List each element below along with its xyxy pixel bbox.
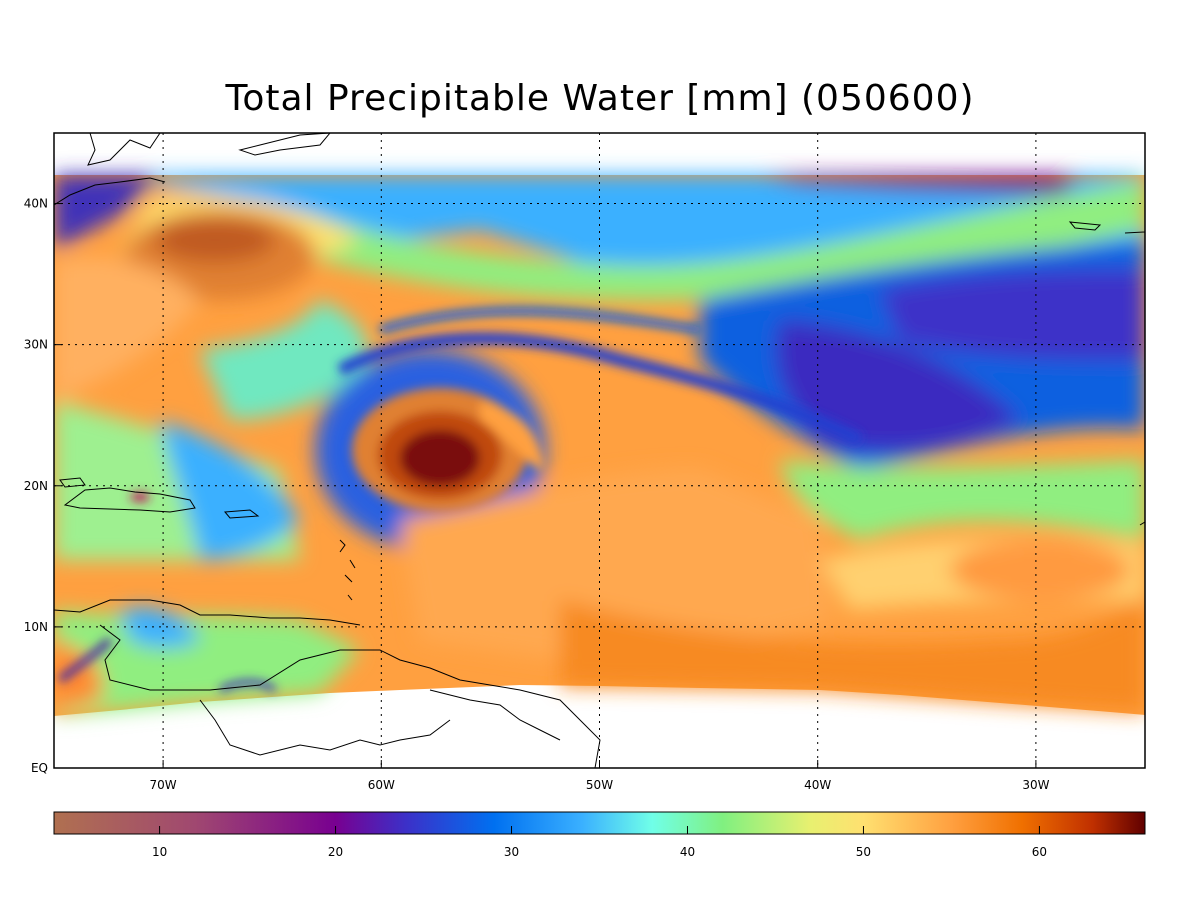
lat-tick-label: 10N (24, 620, 48, 634)
colorbar-tick-label: 10 (152, 845, 167, 859)
colorbar-tick-label: 50 (856, 845, 871, 859)
lon-tick-label: 30W (1022, 778, 1049, 792)
colorbar (53, 811, 1146, 835)
lat-tick-label: 30N (24, 338, 48, 352)
lat-tick-label: EQ (31, 761, 48, 775)
colorbar-tick-label: 20 (328, 845, 343, 859)
lon-tick-label: 70W (150, 778, 177, 792)
colorbar-ticks: 10 20 30 40 50 60 (152, 826, 1047, 859)
colorbar-tick-label: 40 (680, 845, 695, 859)
precipitable-water-field (54, 175, 1145, 716)
lat-tick-label: 40N (24, 197, 48, 211)
lon-tick-label: 50W (586, 778, 613, 792)
graticule (54, 133, 1145, 768)
latitude-labels: EQ 10N 20N 30N 40N (24, 197, 62, 775)
colorbar-tick-label: 60 (1032, 845, 1047, 859)
colorbar-tick-label: 30 (504, 845, 519, 859)
lon-tick-label: 40W (804, 778, 831, 792)
coastlines (54, 133, 1145, 768)
map-title: Total Precipitable Water [mm] (050600) (225, 78, 975, 119)
longitude-labels: 70W 60W 50W 40W 30W (150, 760, 1050, 792)
lon-tick-label: 60W (368, 778, 395, 792)
lat-tick-label: 20N (24, 479, 48, 493)
